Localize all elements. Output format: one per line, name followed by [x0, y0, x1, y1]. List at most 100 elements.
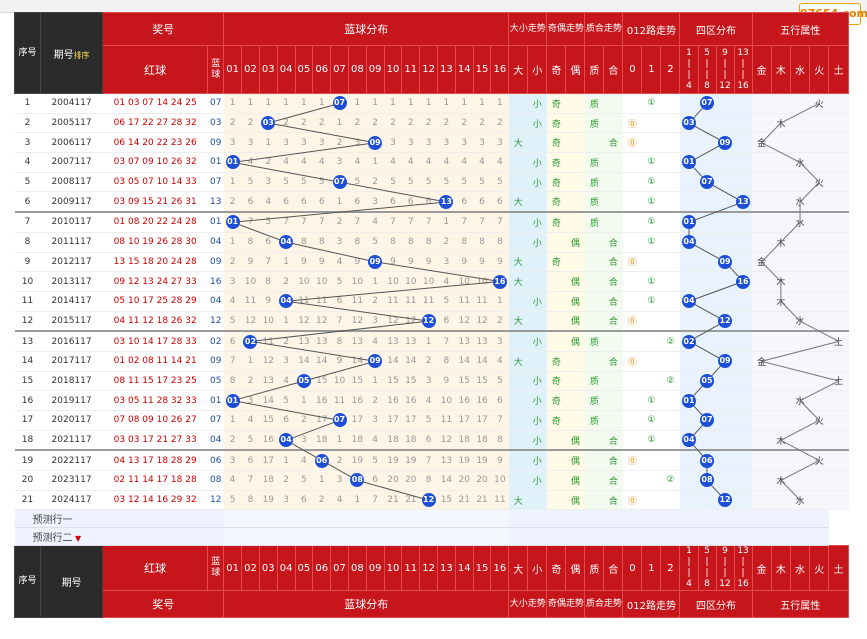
predict-cell[interactable] — [584, 527, 604, 547]
predict-cell[interactable] — [641, 509, 661, 529]
row-seq: 20 — [14, 470, 41, 491]
predict-cell[interactable] — [660, 509, 680, 529]
predict-cell[interactable] — [312, 527, 331, 547]
predict-cell[interactable] — [102, 509, 208, 529]
predict-cell[interactable] — [734, 509, 753, 529]
predict-cell[interactable] — [473, 509, 491, 529]
predict-cell[interactable] — [366, 509, 385, 529]
predict-cell[interactable] — [734, 527, 753, 547]
route-value: ⓪ — [627, 119, 637, 130]
predict-cell[interactable] — [546, 509, 566, 529]
predict-row[interactable]: 预测行二 ▼ — [14, 527, 849, 547]
predict-cell[interactable] — [679, 527, 698, 547]
predict-cell[interactable] — [384, 527, 402, 547]
predict-cell[interactable] — [419, 527, 438, 547]
predict-cell[interactable] — [698, 509, 717, 529]
predict-row[interactable]: 预测行一 — [14, 509, 849, 529]
blue-miss-cell: 1 — [419, 93, 438, 114]
predict-cell[interactable] — [679, 509, 698, 529]
header-issue[interactable]: 期号 — [40, 545, 104, 619]
oddeven-cell: 奇 — [546, 132, 566, 154]
predict-cell[interactable] — [455, 527, 474, 547]
predict-cell[interactable] — [622, 527, 642, 547]
predict-cell[interactable] — [716, 527, 735, 547]
predict-cell[interactable] — [603, 527, 623, 547]
five-cell — [828, 232, 849, 253]
predict-cell[interactable] — [259, 527, 278, 547]
predict-cell[interactable] — [259, 509, 278, 529]
predict-cell[interactable] — [490, 527, 509, 547]
predict-cell[interactable] — [312, 509, 331, 529]
predict-cell[interactable] — [295, 509, 313, 529]
blue-miss-cell: 02 — [241, 330, 260, 352]
predict-cell[interactable] — [437, 527, 456, 547]
sort-button[interactable]: 排序 — [73, 50, 90, 60]
size-cell — [508, 449, 528, 472]
size-cell: 小 — [527, 449, 547, 472]
predict-cell[interactable] — [698, 527, 717, 547]
predict-cell[interactable] — [565, 509, 585, 529]
predict-cell[interactable] — [348, 527, 367, 547]
predict-label[interactable]: 预测行一 — [14, 509, 103, 529]
predict-cell[interactable] — [241, 509, 260, 529]
row-blue-ball: 12 — [207, 311, 224, 332]
predict-cell[interactable] — [473, 527, 491, 547]
predict-cell[interactable] — [295, 527, 313, 547]
predict-cell[interactable] — [603, 509, 623, 529]
predict-cell[interactable] — [223, 509, 242, 529]
predict-cell[interactable] — [401, 509, 420, 529]
predict-cell[interactable] — [660, 527, 680, 547]
predict-cell[interactable] — [207, 527, 224, 547]
predict-cell[interactable] — [437, 509, 456, 529]
predict-cell[interactable] — [527, 509, 547, 529]
row-seq: 18 — [14, 430, 41, 451]
predict-cell[interactable] — [565, 527, 585, 547]
predict-cell[interactable] — [809, 509, 829, 529]
predict-cell[interactable] — [490, 509, 509, 529]
predict-cell[interactable] — [752, 527, 772, 547]
predict-cell[interactable] — [241, 527, 260, 547]
predict-cell[interactable] — [790, 527, 810, 547]
predict-cell[interactable] — [384, 509, 402, 529]
issue-label: 期号 — [53, 49, 74, 61]
predict-cell[interactable] — [330, 527, 349, 547]
predict-cell[interactable] — [277, 509, 296, 529]
predict-cell[interactable] — [622, 509, 642, 529]
predict-cell[interactable] — [508, 509, 528, 529]
predict-cell[interactable] — [771, 527, 791, 547]
miss-count: 1 — [265, 137, 272, 148]
blue-miss-cell: 14 — [437, 470, 456, 491]
miss-count: 8 — [479, 237, 485, 248]
predict-cell[interactable] — [401, 527, 420, 547]
predict-cell[interactable] — [716, 509, 735, 529]
predict-cell[interactable] — [527, 527, 547, 547]
predict-cell[interactable] — [641, 527, 661, 547]
predict-cell[interactable] — [809, 527, 829, 547]
predict-cell[interactable] — [366, 527, 385, 547]
miss-count: 7 — [372, 495, 379, 506]
predict-cell[interactable] — [348, 509, 367, 529]
predict-cell[interactable] — [584, 509, 604, 529]
predict-cell[interactable] — [330, 509, 349, 529]
predict-cell[interactable] — [752, 509, 772, 529]
area-label-part: | — [705, 557, 709, 568]
area-label-part: 8 — [704, 80, 710, 91]
predict-cell[interactable] — [790, 509, 810, 529]
predict-cell[interactable] — [546, 527, 566, 547]
predict-cell[interactable] — [223, 527, 242, 547]
blue-miss-cell: 2 — [241, 371, 260, 392]
miss-count: 2 — [372, 296, 379, 307]
predict-cell[interactable] — [277, 527, 296, 547]
header-issue[interactable]: 期号排序 — [40, 12, 104, 94]
size-value: 小 — [532, 338, 542, 349]
predict-cell[interactable] — [419, 509, 438, 529]
size-cell: 大 — [508, 252, 528, 273]
predict-cell[interactable] — [508, 527, 528, 547]
predict-cell[interactable] — [771, 509, 791, 529]
predict-label[interactable]: 预测行二 ▼ — [14, 527, 103, 547]
size-cell — [508, 232, 528, 253]
predict-cell[interactable] — [455, 509, 474, 529]
predict-cell[interactable] — [207, 509, 224, 529]
predict-cell[interactable] — [102, 527, 208, 547]
table-row: 7 2010117 01 08 20 22 24 28 01 01 7 5 7 7 7 2 7 4 7 7 7… — [14, 211, 849, 233]
